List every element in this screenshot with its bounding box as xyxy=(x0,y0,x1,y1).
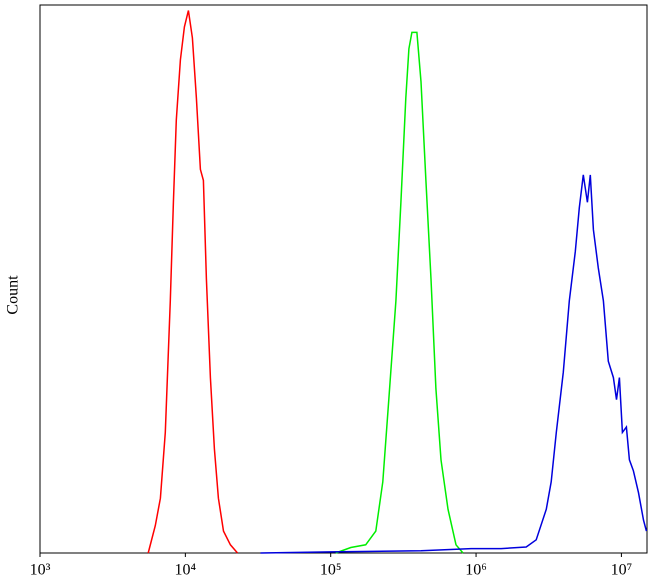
x-tick-label: 10⁵ xyxy=(320,562,342,579)
histogram-line xyxy=(335,31,464,554)
plot-frame xyxy=(39,4,648,554)
x-tick-label: 10⁴ xyxy=(175,562,197,579)
histogram-line xyxy=(260,174,648,554)
y-axis-label: Count xyxy=(5,275,22,315)
x-tick-label: 10⁷ xyxy=(611,562,633,579)
x-tick-label: 10⁶ xyxy=(465,562,487,579)
histogram-line xyxy=(147,10,239,554)
x-tick-label: 10³ xyxy=(30,562,51,579)
